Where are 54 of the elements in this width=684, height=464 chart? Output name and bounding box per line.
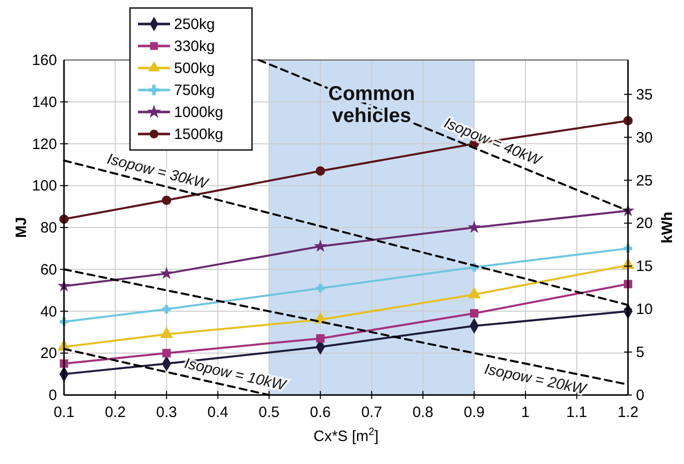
legend-label: 250kg: [174, 16, 215, 33]
point: [314, 240, 326, 252]
legend-label: 330kg: [174, 38, 215, 55]
y2-tick-label: 25: [636, 172, 653, 190]
legend-label: 1000kg: [174, 104, 224, 121]
y-tick-label: 0: [48, 387, 57, 404]
y-tick-label: 140: [32, 94, 57, 111]
y-axis-title: MJ: [13, 217, 30, 238]
x-tick-label: 0.1: [54, 404, 74, 421]
x-tick-label: 0.4: [207, 404, 228, 421]
point: [161, 268, 172, 278]
legend-label: 1500kg: [174, 126, 224, 143]
x-axis-title: Cx*S [m$^{2}$]: [313, 426, 379, 445]
point: [162, 196, 172, 205]
point: [162, 304, 171, 314]
y-tick-label: 80: [40, 220, 57, 236]
x-tick-label: 0.8: [412, 404, 434, 421]
annotation: Isopow = 10kW: [182, 354, 289, 394]
point: [468, 222, 480, 232]
y2-tick-label: 5: [636, 344, 644, 362]
y2-tick-label: 30: [636, 129, 653, 146]
point: [468, 287, 480, 298]
x-tick-label: 1.1: [566, 404, 588, 421]
x-tick-label: 0.2: [104, 404, 126, 421]
point: [470, 309, 478, 318]
y-tick-label: 20: [40, 345, 57, 362]
y2-tick-label: 15: [636, 258, 653, 276]
y2-tick-label: 35: [636, 86, 653, 104]
y2-tick-label: 0: [636, 387, 644, 404]
y-tick-label: 120: [32, 136, 57, 153]
y2-axis-title: kWh: [659, 212, 676, 244]
x-tick-label: 0.3: [156, 404, 177, 421]
x-tick-label: 1.2: [618, 404, 638, 421]
y-tick-label: 100: [32, 178, 57, 195]
legend-label: 750kg: [174, 82, 215, 99]
x-tick-label: 0.5: [258, 404, 280, 421]
x-tick-label: 0.9: [464, 404, 485, 421]
y-tick-label: 60: [40, 261, 57, 278]
y-tick-label: 160: [32, 52, 57, 69]
x-tick-label: 0.6: [310, 404, 331, 421]
annotation: Isopow = 20kW: [482, 360, 590, 398]
y2-tick-label: 20: [636, 215, 653, 232]
point: [160, 327, 173, 338]
point: [316, 166, 326, 176]
x-tick-label: 0.7: [361, 404, 382, 421]
point: [316, 334, 325, 343]
annotation: Isopow = 40kW: [442, 114, 546, 170]
y-tick-label: 40: [40, 303, 57, 320]
point: [316, 284, 325, 292]
annotation: Isopow = 30kW: [105, 150, 212, 193]
x-tick-label: 1: [521, 404, 530, 421]
point: [162, 348, 171, 358]
y2-tick-label: 10: [636, 301, 653, 318]
legend-label: 500kg: [174, 60, 215, 77]
